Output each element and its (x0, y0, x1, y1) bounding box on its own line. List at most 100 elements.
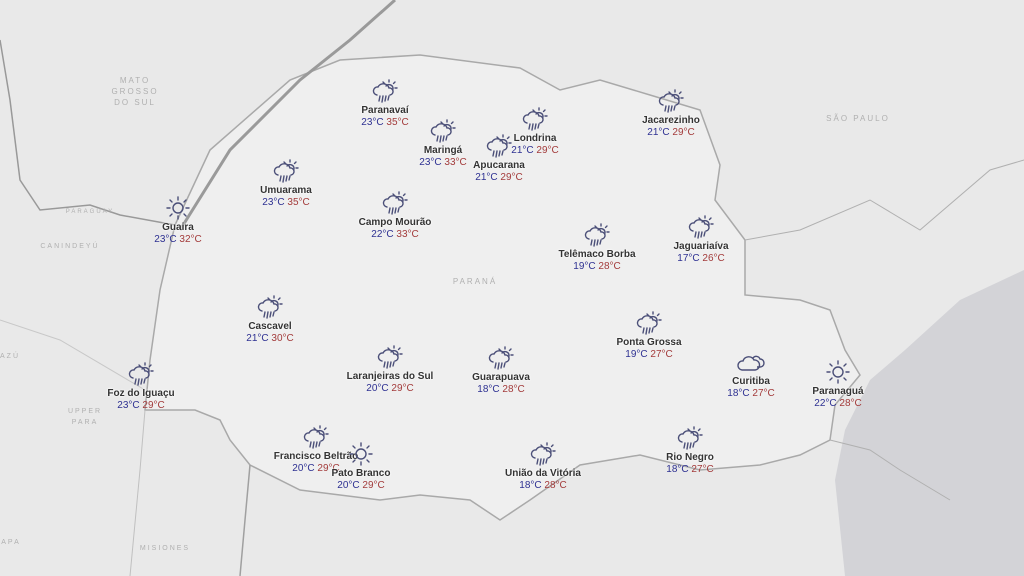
city-forecast[interactable]: União da Vitória 18°C 28°C (473, 440, 613, 492)
min-temp: 18°C (666, 464, 689, 475)
city-name: Rio Negro (666, 452, 714, 463)
max-temp: 29°C (672, 127, 695, 138)
city-name: Paranavaí (361, 105, 409, 116)
max-temp: 32°C (179, 234, 202, 245)
city-forecast[interactable]: Ponta Grossa 19°C 27°C (579, 309, 719, 361)
min-temp: 21°C (511, 145, 534, 156)
city-forecast[interactable]: Jacarezinho 21°C 29°C (601, 87, 741, 139)
city-forecast[interactable]: Paranaguá 22°C 28°C (768, 358, 908, 410)
city-name: Jacarezinho (642, 115, 700, 126)
city-temps: 20°C 29°C (246, 463, 386, 475)
rain-sun-icon (601, 87, 741, 115)
rain-sun-icon (315, 77, 455, 105)
rain-sun-icon (429, 132, 569, 160)
city-forecast[interactable]: Paranavaí 23°C 35°C (315, 77, 455, 129)
min-temp: 20°C (337, 480, 360, 491)
max-temp: 29°C (536, 145, 559, 156)
min-temp: 22°C (814, 398, 837, 409)
sun-icon (768, 358, 908, 386)
city-name: Telêmaco Borba (558, 249, 636, 260)
city-name: Londrina (513, 133, 557, 144)
city-temps: 23°C 29°C (71, 400, 211, 412)
rain-sun-icon (325, 189, 465, 217)
city-forecast[interactable]: Jaguariaíva 17°C 26°C (631, 213, 771, 265)
state-label-parana: PARANÁ (452, 277, 498, 286)
city-name: Maringá (423, 145, 463, 156)
min-temp: 22°C (371, 229, 394, 240)
min-temp: 23°C (361, 117, 384, 128)
max-temp: 28°C (502, 384, 525, 395)
city-forecast[interactable]: Pato Branco 20°C 29°C (291, 440, 431, 492)
city-name: União da Vitória (505, 468, 581, 479)
max-temp: 30°C (271, 333, 294, 344)
city-forecast[interactable]: Cascavel 21°C 30°C (200, 293, 340, 345)
cloud-icon (681, 348, 821, 376)
min-temp: 20°C (366, 383, 389, 394)
rain-sun-icon (631, 213, 771, 241)
city-name: Laranjeiras do Sul (346, 371, 434, 382)
city-forecast[interactable]: Francisco Beltrão 20°C 29°C (246, 423, 386, 475)
city-temps: 18°C 27°C (620, 464, 760, 476)
region-label-sao-paulo: SÃO PAULO (826, 114, 890, 123)
region-label-misiones: MISIONES (139, 545, 191, 552)
min-temp: 23°C (419, 157, 442, 168)
max-temp: 35°C (287, 197, 310, 208)
city-temps: 22°C 33°C (325, 229, 465, 241)
rain-sun-icon (200, 293, 340, 321)
rain-sun-icon (473, 440, 613, 468)
max-temp: 29°C (142, 400, 165, 411)
city-temps: 17°C 26°C (631, 253, 771, 265)
city-temps: 19°C 28°C (527, 261, 667, 273)
city-name: Cascavel (248, 321, 292, 332)
max-temp: 28°C (598, 261, 621, 272)
min-temp: 21°C (647, 127, 670, 138)
city-forecast[interactable]: Guaira 23°C 32°C (108, 194, 248, 246)
rain-sun-icon (71, 360, 211, 388)
city-temps: 20°C 29°C (320, 383, 460, 395)
city-forecast[interactable]: Apucarana 21°C 29°C (429, 132, 569, 184)
min-temp: 23°C (154, 234, 177, 245)
city-temps: 21°C 29°C (601, 127, 741, 139)
city-temps: 18°C 28°C (473, 480, 613, 492)
rain-sun-icon (579, 309, 719, 337)
region-label-paraguay: PARAGUAY (65, 209, 115, 215)
city-forecast[interactable]: Guarapuava 18°C 28°C (431, 344, 571, 396)
rain-sun-icon (465, 105, 605, 133)
max-temp: 35°C (386, 117, 409, 128)
min-temp: 18°C (477, 384, 500, 395)
city-forecast[interactable]: Londrina 21°C 29°C (465, 105, 605, 157)
min-temp: 23°C (262, 197, 285, 208)
max-temp: 29°C (500, 172, 523, 183)
city-forecast[interactable]: Laranjeiras do Sul 20°C 29°C (320, 343, 460, 395)
city-forecast[interactable]: Campo Mourão 22°C 33°C (325, 189, 465, 241)
city-name: Apucarana (473, 160, 525, 171)
min-temp: 23°C (117, 400, 140, 411)
city-temps: 23°C 35°C (216, 197, 356, 209)
min-temp: 18°C (727, 388, 750, 399)
region-label-apa: APA (1, 539, 21, 546)
city-forecast[interactable]: Rio Negro 18°C 27°C (620, 424, 760, 476)
city-temps: 23°C 32°C (108, 234, 248, 246)
city-temps: 19°C 27°C (579, 349, 719, 361)
city-temps: 23°C 35°C (315, 117, 455, 129)
rain-sun-icon (431, 344, 571, 372)
min-temp: 20°C (292, 463, 315, 474)
city-forecast[interactable]: Foz do Iguaçu 23°C 29°C (71, 360, 211, 412)
city-name: Guarapuava (472, 372, 530, 383)
max-temp: 27°C (752, 388, 775, 399)
sun-icon (291, 440, 431, 468)
rain-sun-icon (527, 221, 667, 249)
city-temps: 20°C 29°C (291, 480, 431, 492)
rain-sun-icon (373, 117, 513, 145)
city-name: Umuarama (260, 185, 312, 196)
city-name: Campo Mourão (358, 217, 432, 228)
city-name: Pato Branco (331, 468, 391, 479)
city-forecast[interactable]: Curitiba 18°C 27°C (681, 348, 821, 400)
min-temp: 21°C (246, 333, 269, 344)
city-temps: 18°C 27°C (681, 388, 821, 400)
city-forecast[interactable]: Umuarama 23°C 35°C (216, 157, 356, 209)
city-forecast[interactable]: Maringá 23°C 33°C (373, 117, 513, 169)
city-forecast[interactable]: Telêmaco Borba 19°C 28°C (527, 221, 667, 273)
max-temp: 27°C (691, 464, 714, 475)
